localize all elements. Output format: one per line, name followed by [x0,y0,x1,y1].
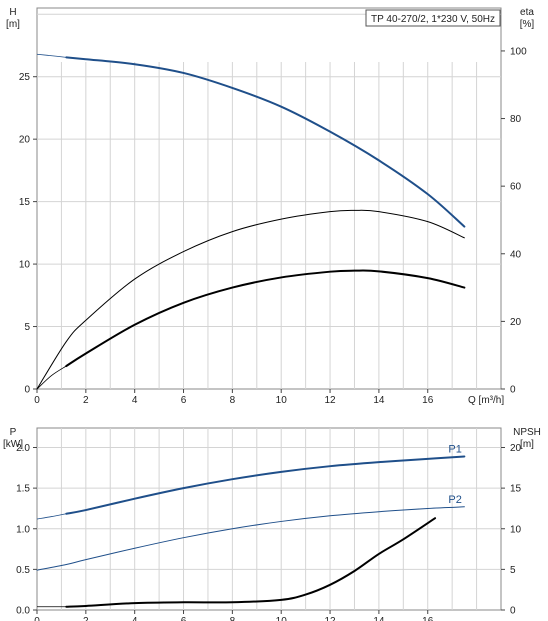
x-tick-label: 6 [181,395,187,406]
chart-title: TP 40-270/2, 1*230 V, 50Hz [371,14,495,25]
y-right-axis-unit: [m] [520,439,534,450]
y-right-tick-label: 20 [510,443,522,454]
y-left-tick-label: 25 [19,72,31,83]
y-left-tick-label: 1.0 [16,524,30,535]
x-tick-label: 4 [132,395,138,406]
y-right-axis-title: NPSH [513,427,541,438]
y-left-tick-label: 2.0 [16,443,30,454]
y-right-axis-unit: [%] [520,19,535,30]
x-tick-label: 4 [132,616,138,621]
y-right-tick-label: 40 [510,249,522,260]
y-right-tick-label: 80 [510,114,522,125]
series-extension [36,513,67,520]
head-efficiency-panel: 0 2 4 6 8 10 12 14 16 0 5 10 15 20 25 0 20 40 60 80 100 H[m] e… [6,7,534,406]
y-left-tick-label: 1.5 [16,484,30,495]
x-axis-title: Q [m³/h] [468,395,504,406]
y-left-tick-label: 0 [24,385,30,396]
x-tick-label: 8 [230,616,236,621]
series-extension [36,365,67,390]
x-tick-label: 2 [83,395,89,406]
y-left-tick-label: 15 [19,197,31,208]
y-left-tick-label: 0.0 [16,606,30,617]
y-left-axis-title: H [9,7,16,18]
series-label-p2: P2 [448,494,461,506]
plot-frame [36,427,502,611]
y-right-tick-label: 0 [510,385,516,396]
x-tick-label: 16 [422,616,434,621]
series-label-p1: P1 [448,443,461,455]
y-left-tick-label: 10 [19,260,31,271]
y-right-axis-title: eta [520,7,534,18]
series-line-3 [65,517,437,608]
y-left-axis-unit: [m] [6,19,20,30]
x-tick-label: 14 [373,616,385,621]
chart-title-box [365,9,501,27]
x-tick-label: 0 [34,616,40,621]
x-tick-label: 6 [181,616,187,621]
series-line-2 [36,209,465,390]
x-tick-label: 16 [422,395,434,406]
y-right-tick-label: 20 [510,317,522,328]
y-right-tick-label: 15 [510,484,522,495]
series-line-p1 [65,455,466,515]
x-tick-label: 14 [373,395,385,406]
series-line-p2 [36,506,465,571]
series-line-h [65,56,466,228]
x-tick-label: 0 [34,395,40,406]
y-left-tick-label: 5 [24,322,30,333]
x-tick-label: 8 [230,395,236,406]
y-left-tick-label: 0.5 [16,565,30,576]
x-tick-label: 10 [276,616,288,621]
y-right-tick-label: 5 [510,565,516,576]
y-right-tick-label: 0 [510,606,516,617]
x-tick-label: 2 [83,616,89,621]
y-right-tick-label: 60 [510,182,522,193]
power-npsh-panel: 0 2 4 6 8 10 12 14 16 0.0 0.5 1.0 1.5 2.0 0 5 10 15 20 P[kW… [3,427,541,621]
series-line-3 [65,269,466,368]
y-right-tick-label: 10 [510,524,522,535]
x-tick-label: 12 [324,395,336,406]
plot-frame [36,7,502,390]
y-right-tick-label: 100 [510,46,527,57]
y-left-tick-label: 20 [19,135,31,146]
x-tick-label: 12 [324,616,336,621]
y-left-axis-title: P [10,427,17,438]
series-extension [36,53,67,58]
y-left-axis-unit: [kW] [3,439,23,450]
x-tick-label: 10 [276,395,288,406]
